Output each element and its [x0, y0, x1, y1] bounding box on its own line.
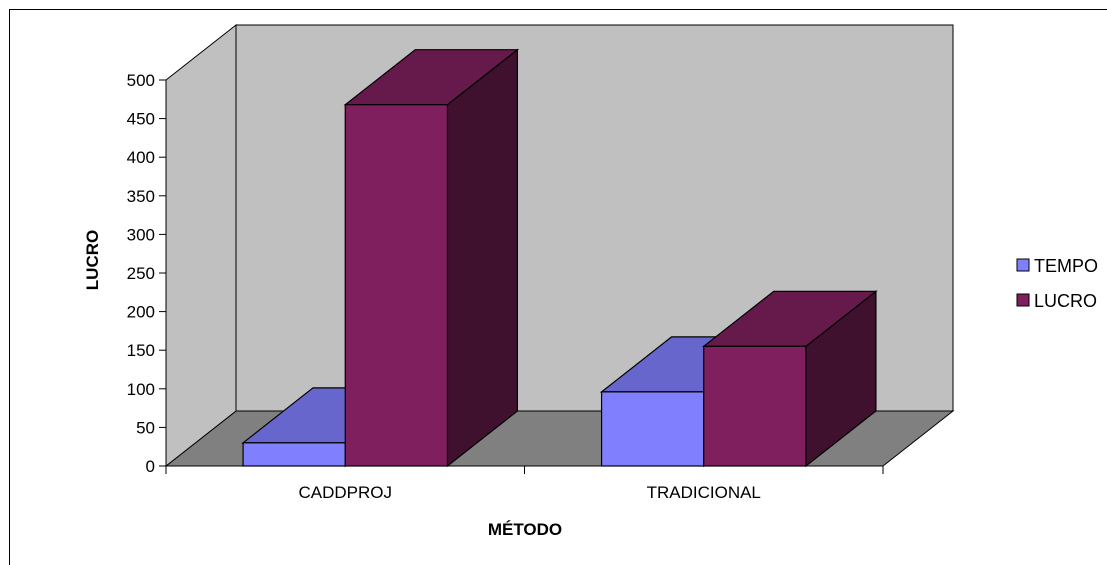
y-tick-label: 200 [127, 303, 155, 322]
y-tick-label: 100 [127, 380, 155, 399]
y-tick-label: 500 [127, 71, 155, 90]
legend: TEMPO LUCRO [1016, 256, 1098, 311]
chart-axes: 0 50 100 150 200 250 300 350 400 450 500 CADDPROJ TR… [127, 71, 884, 502]
bar-front-face [600, 391, 705, 467]
x-tick-label: CADDPROJ [298, 483, 392, 502]
y-tick-label: 50 [136, 418, 155, 437]
y-tick-label: 350 [127, 187, 155, 206]
bar-front-face [242, 442, 346, 467]
bar-front-face [703, 345, 807, 467]
chart-frame [9, 9, 1107, 565]
x-axis-title: MÉTODO [488, 520, 562, 539]
y-tick-label: 450 [127, 110, 155, 129]
legend-swatch-tempo [1016, 258, 1030, 272]
legend-swatch-lucro [1016, 293, 1030, 307]
y-tick-label: 400 [127, 148, 155, 167]
y-tick-label: 0 [146, 457, 155, 476]
legend-label-lucro: LUCRO [1034, 291, 1097, 311]
bar-lucro-caddproj [343, 48, 520, 468]
y-tick-label: 250 [127, 264, 155, 283]
bar-side-face [446, 48, 519, 468]
bar-lucro-tradicional [702, 290, 878, 468]
x-tick-label: TRADICIONAL [647, 483, 761, 502]
y-tick-label: 300 [127, 225, 155, 244]
y-tick-label: 150 [127, 341, 155, 360]
bar-front-face [344, 104, 449, 467]
y-axis-title: LUCRO [83, 230, 102, 290]
chart-bars [241, 48, 878, 468]
chart-side-wall [165, 23, 237, 468]
legend-label-tempo: TEMPO [1034, 256, 1098, 276]
